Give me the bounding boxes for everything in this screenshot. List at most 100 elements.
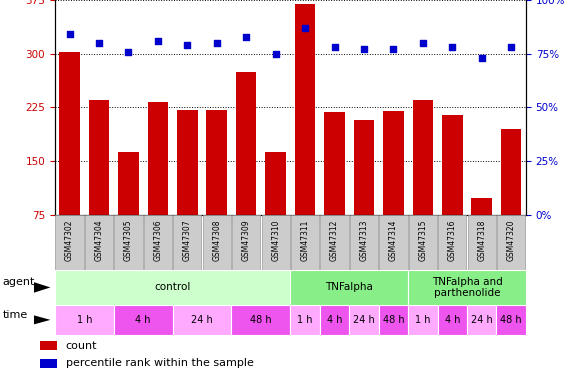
Bar: [353, 120, 374, 268]
Text: time: time: [3, 310, 28, 320]
Bar: [114, 215, 143, 270]
Bar: [55, 215, 84, 270]
Text: GSM47315: GSM47315: [419, 219, 427, 261]
Text: GSM47310: GSM47310: [271, 219, 280, 261]
Bar: [55, 305, 114, 335]
Point: [153, 38, 162, 44]
Text: TNFalpha and
parthenolide: TNFalpha and parthenolide: [432, 277, 502, 298]
Text: GSM47313: GSM47313: [360, 219, 368, 261]
Text: 48 h: 48 h: [250, 315, 272, 325]
Bar: [497, 215, 525, 270]
Text: 24 h: 24 h: [471, 315, 493, 325]
Bar: [203, 215, 231, 270]
Bar: [320, 215, 349, 270]
Bar: [295, 4, 315, 268]
Bar: [408, 305, 437, 335]
Text: GSM47304: GSM47304: [94, 219, 103, 261]
Text: 1 h: 1 h: [297, 315, 313, 325]
Point: [477, 55, 486, 61]
Bar: [207, 110, 227, 268]
Point: [271, 51, 280, 57]
Bar: [40, 359, 57, 368]
Text: agent: agent: [3, 277, 35, 287]
Bar: [291, 305, 320, 335]
Point: [212, 40, 222, 46]
Text: control: control: [154, 282, 191, 292]
Point: [94, 40, 103, 46]
Text: GSM47302: GSM47302: [65, 219, 74, 261]
Point: [448, 44, 457, 50]
Bar: [468, 215, 496, 270]
Bar: [379, 215, 408, 270]
Bar: [501, 129, 521, 268]
Bar: [144, 215, 172, 270]
Bar: [437, 305, 467, 335]
Bar: [262, 215, 289, 270]
Text: GSM47314: GSM47314: [389, 219, 398, 261]
Text: GSM47306: GSM47306: [154, 219, 162, 261]
Text: 48 h: 48 h: [500, 315, 522, 325]
Text: 24 h: 24 h: [191, 315, 213, 325]
Bar: [89, 99, 109, 268]
Bar: [350, 215, 378, 270]
Bar: [85, 215, 113, 270]
Text: GSM47316: GSM47316: [448, 219, 457, 261]
Point: [506, 44, 516, 50]
Bar: [147, 102, 168, 268]
Polygon shape: [34, 282, 50, 292]
Bar: [177, 110, 198, 268]
Text: TNFalpha: TNFalpha: [325, 282, 373, 292]
Point: [242, 33, 251, 39]
Bar: [472, 198, 492, 268]
Polygon shape: [34, 315, 50, 324]
Bar: [324, 112, 345, 268]
Text: GSM47311: GSM47311: [300, 219, 309, 261]
Bar: [442, 116, 463, 268]
Text: 4 h: 4 h: [445, 315, 460, 325]
Text: GSM47320: GSM47320: [506, 219, 516, 261]
Bar: [383, 111, 404, 268]
Text: 1 h: 1 h: [77, 315, 92, 325]
Bar: [114, 305, 172, 335]
Point: [183, 42, 192, 48]
Text: GSM47312: GSM47312: [330, 219, 339, 261]
Bar: [232, 215, 260, 270]
Bar: [55, 270, 290, 305]
Bar: [291, 215, 319, 270]
Text: 48 h: 48 h: [383, 315, 404, 325]
Bar: [172, 305, 231, 335]
Text: 24 h: 24 h: [353, 315, 375, 325]
Bar: [412, 100, 433, 268]
Point: [124, 49, 133, 55]
Bar: [118, 152, 139, 268]
Text: 1 h: 1 h: [415, 315, 431, 325]
Bar: [409, 215, 437, 270]
Bar: [291, 270, 408, 305]
Point: [65, 32, 74, 38]
Bar: [59, 52, 80, 268]
Bar: [496, 305, 526, 335]
Point: [300, 25, 309, 31]
Text: GSM47308: GSM47308: [212, 219, 221, 261]
Text: percentile rank within the sample: percentile rank within the sample: [66, 358, 254, 368]
Point: [389, 46, 398, 53]
Text: GSM47318: GSM47318: [477, 219, 486, 261]
Bar: [236, 72, 256, 268]
Point: [330, 44, 339, 50]
Text: 4 h: 4 h: [135, 315, 151, 325]
Text: GSM47305: GSM47305: [124, 219, 133, 261]
Text: count: count: [66, 341, 97, 351]
Point: [419, 40, 428, 46]
Text: GSM47307: GSM47307: [183, 219, 192, 261]
Bar: [349, 305, 379, 335]
Text: GSM47309: GSM47309: [242, 219, 251, 261]
Bar: [320, 305, 349, 335]
Bar: [266, 152, 286, 268]
Bar: [231, 305, 291, 335]
Bar: [173, 215, 202, 270]
Text: 4 h: 4 h: [327, 315, 342, 325]
Bar: [467, 305, 496, 335]
Bar: [408, 270, 526, 305]
Bar: [40, 341, 57, 350]
Bar: [379, 305, 408, 335]
